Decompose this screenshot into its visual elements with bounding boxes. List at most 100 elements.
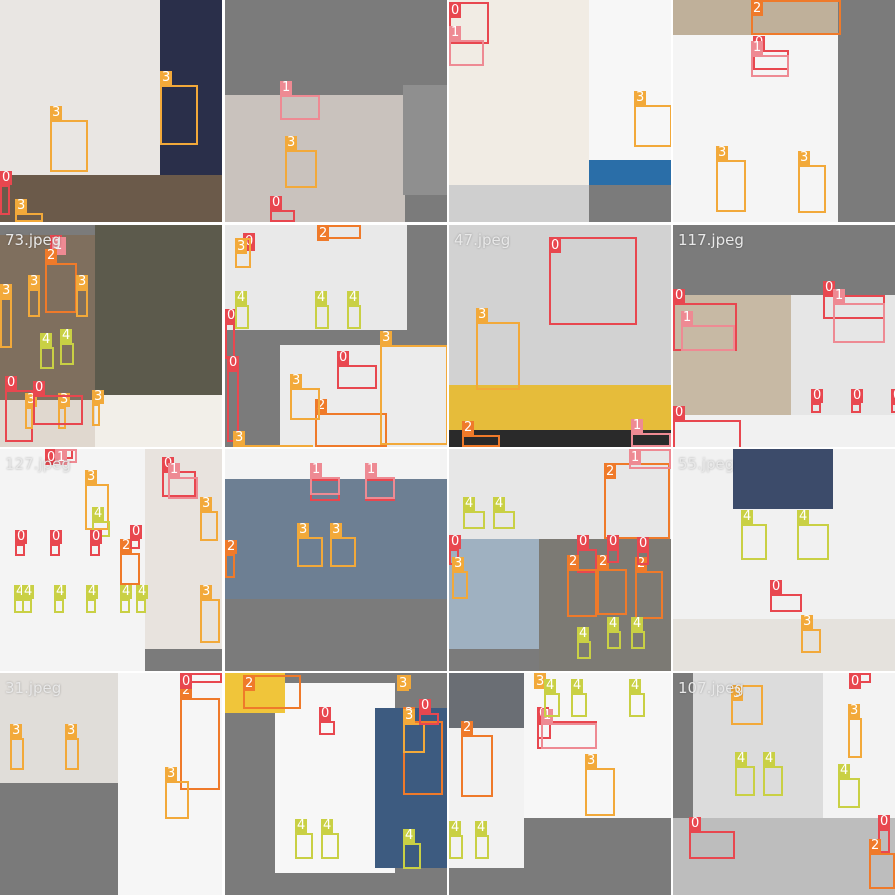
detection-box: 4 (735, 752, 755, 796)
detection-box: 0 (851, 389, 864, 413)
class-id-tag: 1 (833, 288, 846, 303)
detection-box: 2 (243, 675, 301, 709)
photo-region (673, 35, 838, 222)
class-id-tag: 1 (629, 450, 642, 465)
class-id-tag: 0 (419, 698, 432, 713)
detection-box: 2 (317, 225, 361, 241)
mosaic-tile: 0 1 3 (449, 0, 671, 222)
tile-filename-label: 47.jpeg (454, 231, 511, 249)
photo-region (693, 673, 843, 818)
photo-region (95, 225, 222, 400)
class-id-tag: 3 (848, 703, 861, 718)
detection-box: 0 (270, 196, 295, 222)
detection-box: 0 (891, 389, 895, 413)
class-id-tag: 3 (28, 274, 41, 289)
class-id-tag: 0 (15, 529, 28, 544)
detection-box: 4 (54, 585, 67, 613)
class-id-tag: 2 (120, 538, 133, 553)
class-id-tag: 3 (0, 283, 13, 298)
class-id-tag: 4 (838, 763, 851, 778)
detection-box: 0 (811, 389, 824, 413)
detection-box: 0 (449, 2, 489, 44)
class-id-tag: 4 (463, 496, 476, 511)
detection-box: 0 (225, 309, 238, 359)
detection-box: 0 (770, 580, 802, 612)
mosaic-tile: 0101332 (225, 449, 447, 671)
class-id-tag: 4 (735, 751, 748, 766)
detection-box: 4 (321, 819, 339, 859)
detection-box: 3 (798, 151, 826, 213)
detection-box: 1 (629, 449, 671, 469)
class-id-tag: 4 (321, 818, 334, 833)
class-id-tag: 0 (811, 388, 824, 403)
class-id-tag: 4 (120, 584, 133, 599)
detection-box: 3 (25, 393, 38, 429)
class-id-tag: 0 (823, 280, 836, 295)
photo-region (118, 673, 222, 895)
class-id-tag: 2 (604, 464, 617, 479)
mosaic-tile: 55.jpeg 4 4 0 3 (673, 449, 895, 671)
class-id-tag: 4 (403, 828, 416, 843)
detection-box: 3 (397, 675, 411, 691)
class-id-tag: 2 (45, 248, 58, 263)
detection-box: 2 (461, 721, 493, 797)
detection-box: 4 (120, 585, 133, 613)
class-id-tag: 3 (50, 105, 63, 120)
photo-region (95, 395, 222, 447)
detection-box: 4 (607, 617, 621, 649)
class-id-tag: 2 (597, 554, 610, 569)
tile-filename-label: 55.jpeg (678, 455, 735, 473)
class-id-tag: 4 (60, 328, 73, 343)
detection-box: 1 (310, 463, 340, 495)
detection-box: 4 (403, 829, 421, 869)
mosaic-tile: 30244013444 (449, 673, 671, 895)
class-id-tag: 4 (763, 751, 776, 766)
mosaic-tile: 47.jpeg 0 3 2 1 (449, 225, 671, 447)
class-id-tag: 0 (673, 288, 686, 303)
class-id-tag: 0 (851, 388, 864, 403)
class-id-tag: 0 (5, 375, 18, 390)
detection-box: 4 (571, 679, 587, 717)
mosaic-tile: 31.jpeg 3 3 2 3 0 (0, 673, 222, 895)
class-id-tag: 3 (235, 239, 248, 254)
class-id-tag: 3 (285, 135, 298, 150)
class-id-tag: 3 (534, 674, 547, 689)
class-id-tag: 4 (797, 509, 810, 524)
class-id-tag: 3 (476, 307, 489, 322)
class-id-tag: 3 (380, 330, 393, 345)
detection-box: 4 (295, 819, 313, 859)
class-id-tag: 3 (634, 90, 647, 105)
class-id-tag: 0 (607, 534, 620, 549)
tile-filename-label: 73.jpeg (5, 231, 62, 249)
detection-box: 4 (449, 821, 463, 859)
class-id-tag: 3 (731, 686, 744, 701)
detection-box: 4 (60, 329, 74, 365)
detection-box: 4 (741, 510, 767, 560)
class-id-tag: 1 (365, 462, 378, 477)
detection-box: 0 (337, 351, 377, 389)
detection-box: 3 (28, 275, 41, 317)
detection-box: 2 (120, 539, 140, 585)
class-id-tag: 3 (801, 614, 814, 629)
photo-region (0, 783, 118, 895)
mosaic-tile: 230230444 (225, 673, 447, 895)
detection-box: 4 (493, 497, 515, 529)
detection-box: 3 (716, 146, 746, 212)
class-id-tag: 0 (337, 350, 350, 365)
class-id-tag: 4 (741, 509, 754, 524)
detection-box: 4 (475, 821, 489, 859)
detection-box: 1 (541, 709, 597, 749)
class-id-tag: 4 (475, 820, 488, 835)
detection-box: 4 (40, 333, 54, 369)
detection-box: 2 (597, 555, 627, 615)
detection-box: 3 (50, 106, 88, 172)
detection-box: 3 (634, 91, 671, 147)
class-id-tag: 2 (869, 838, 882, 853)
class-id-tag: 3 (65, 723, 78, 738)
detection-box: 0 (50, 530, 63, 556)
class-id-tag: 4 (22, 584, 35, 599)
class-id-tag: 3 (200, 496, 213, 511)
class-id-tag: 1 (168, 462, 181, 477)
mosaic-tile: 127.jpeg0101343300020444444 (0, 449, 222, 671)
